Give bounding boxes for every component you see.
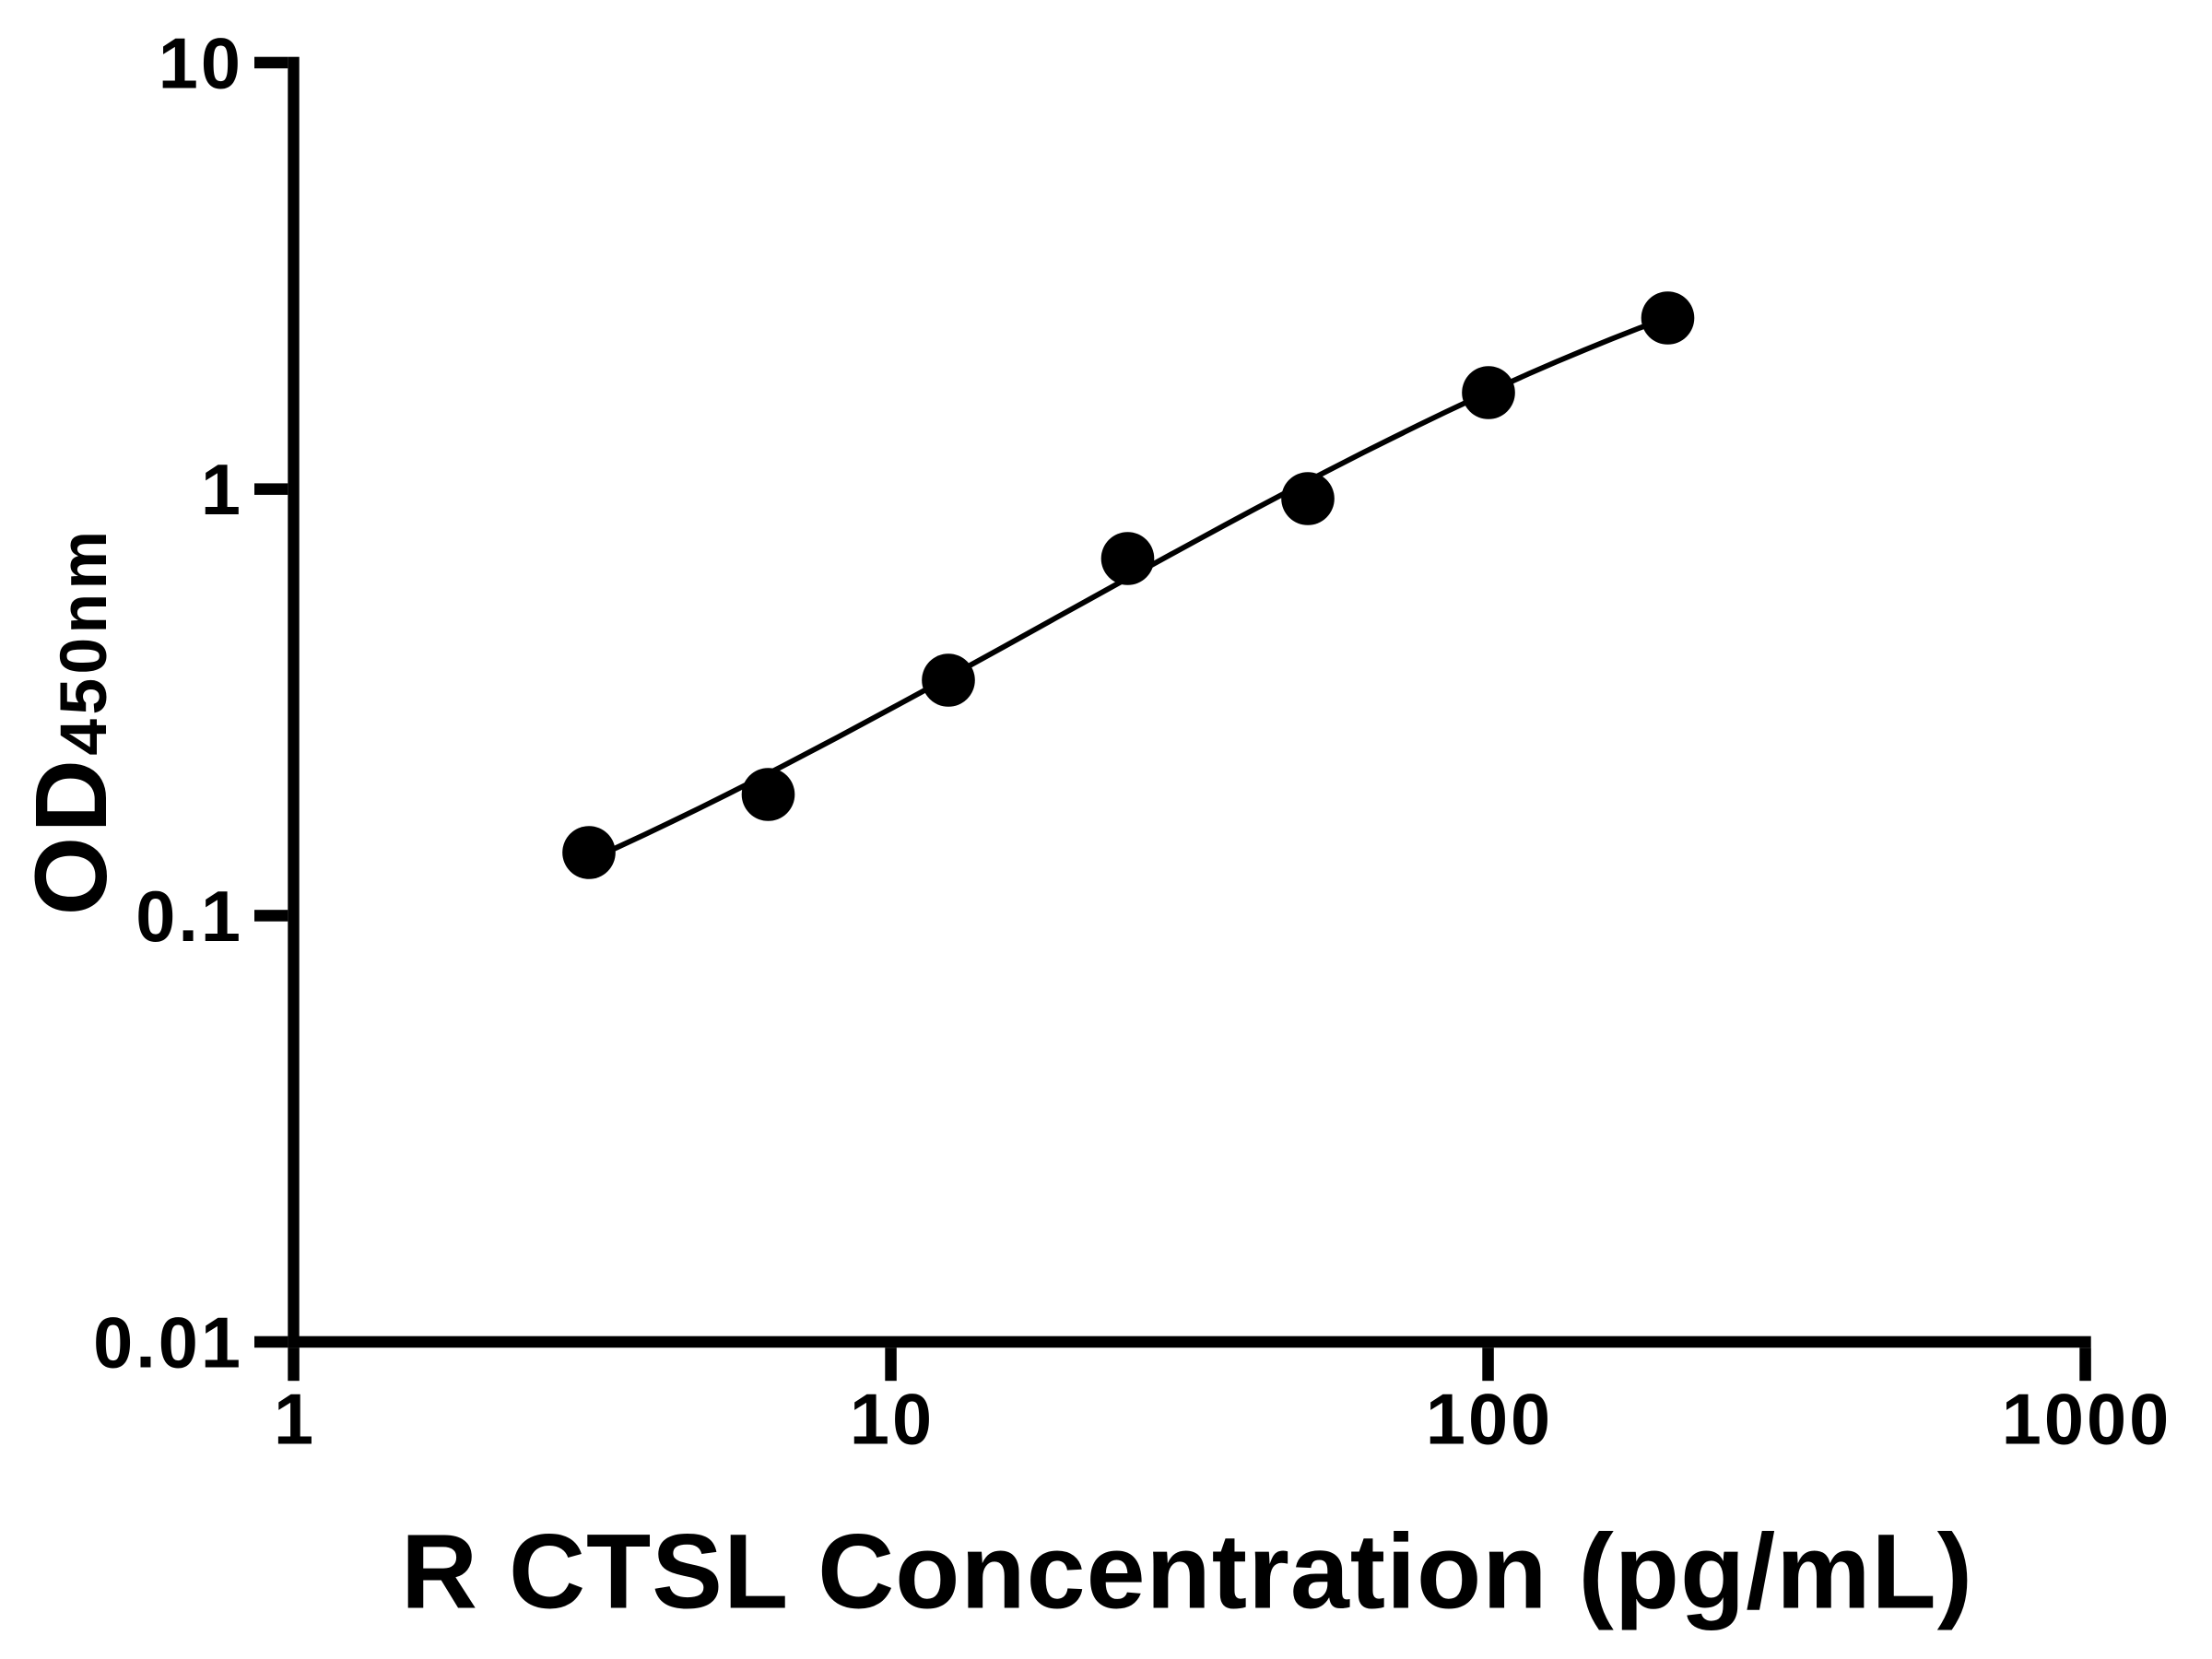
- svg-text:10: 10: [850, 1381, 935, 1460]
- svg-text:1000: 1000: [2002, 1381, 2171, 1460]
- svg-text:10: 10: [159, 25, 243, 104]
- svg-text:1: 1: [201, 451, 243, 530]
- svg-text:1: 1: [274, 1381, 316, 1460]
- svg-text:R CTSL Concentration (pg/mL): R CTSL Concentration (pg/mL): [401, 1513, 1973, 1631]
- svg-text:100: 100: [1426, 1381, 1553, 1460]
- svg-text:0.1: 0.1: [135, 877, 243, 957]
- svg-text:0.01: 0.01: [93, 1304, 243, 1383]
